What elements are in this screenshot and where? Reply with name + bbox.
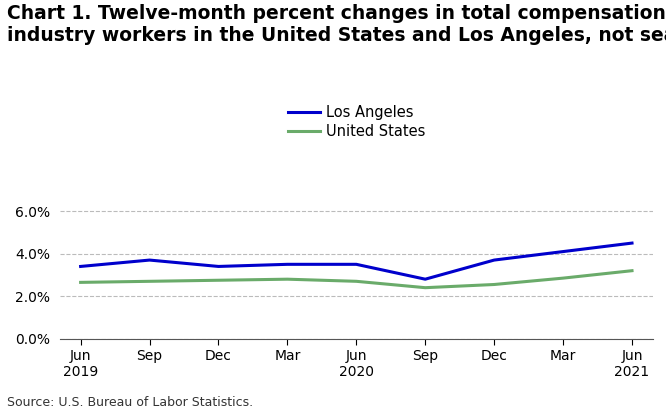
United States bbox=[421, 285, 429, 290]
Los Angeles bbox=[559, 249, 567, 254]
Line: United States: United States bbox=[81, 271, 632, 288]
Los Angeles bbox=[284, 262, 292, 267]
Line: Los Angeles: Los Angeles bbox=[81, 243, 632, 279]
Los Angeles bbox=[77, 264, 85, 269]
Los Angeles bbox=[421, 277, 429, 282]
Los Angeles bbox=[628, 241, 636, 246]
Legend: Los Angeles, United States: Los Angeles, United States bbox=[288, 105, 425, 140]
United States bbox=[284, 277, 292, 282]
United States bbox=[559, 275, 567, 280]
United States bbox=[628, 268, 636, 273]
Los Angeles bbox=[214, 264, 222, 269]
United States bbox=[352, 279, 360, 284]
United States bbox=[146, 279, 154, 284]
Text: Chart 1. Twelve-month percent changes in total compensation for private
industry: Chart 1. Twelve-month percent changes in… bbox=[7, 4, 666, 45]
United States bbox=[77, 280, 85, 285]
Los Angeles bbox=[146, 258, 154, 263]
United States bbox=[490, 282, 498, 287]
Los Angeles bbox=[490, 258, 498, 263]
United States bbox=[214, 278, 222, 283]
Text: Source: U.S. Bureau of Labor Statistics.: Source: U.S. Bureau of Labor Statistics. bbox=[7, 396, 253, 409]
Los Angeles bbox=[352, 262, 360, 267]
